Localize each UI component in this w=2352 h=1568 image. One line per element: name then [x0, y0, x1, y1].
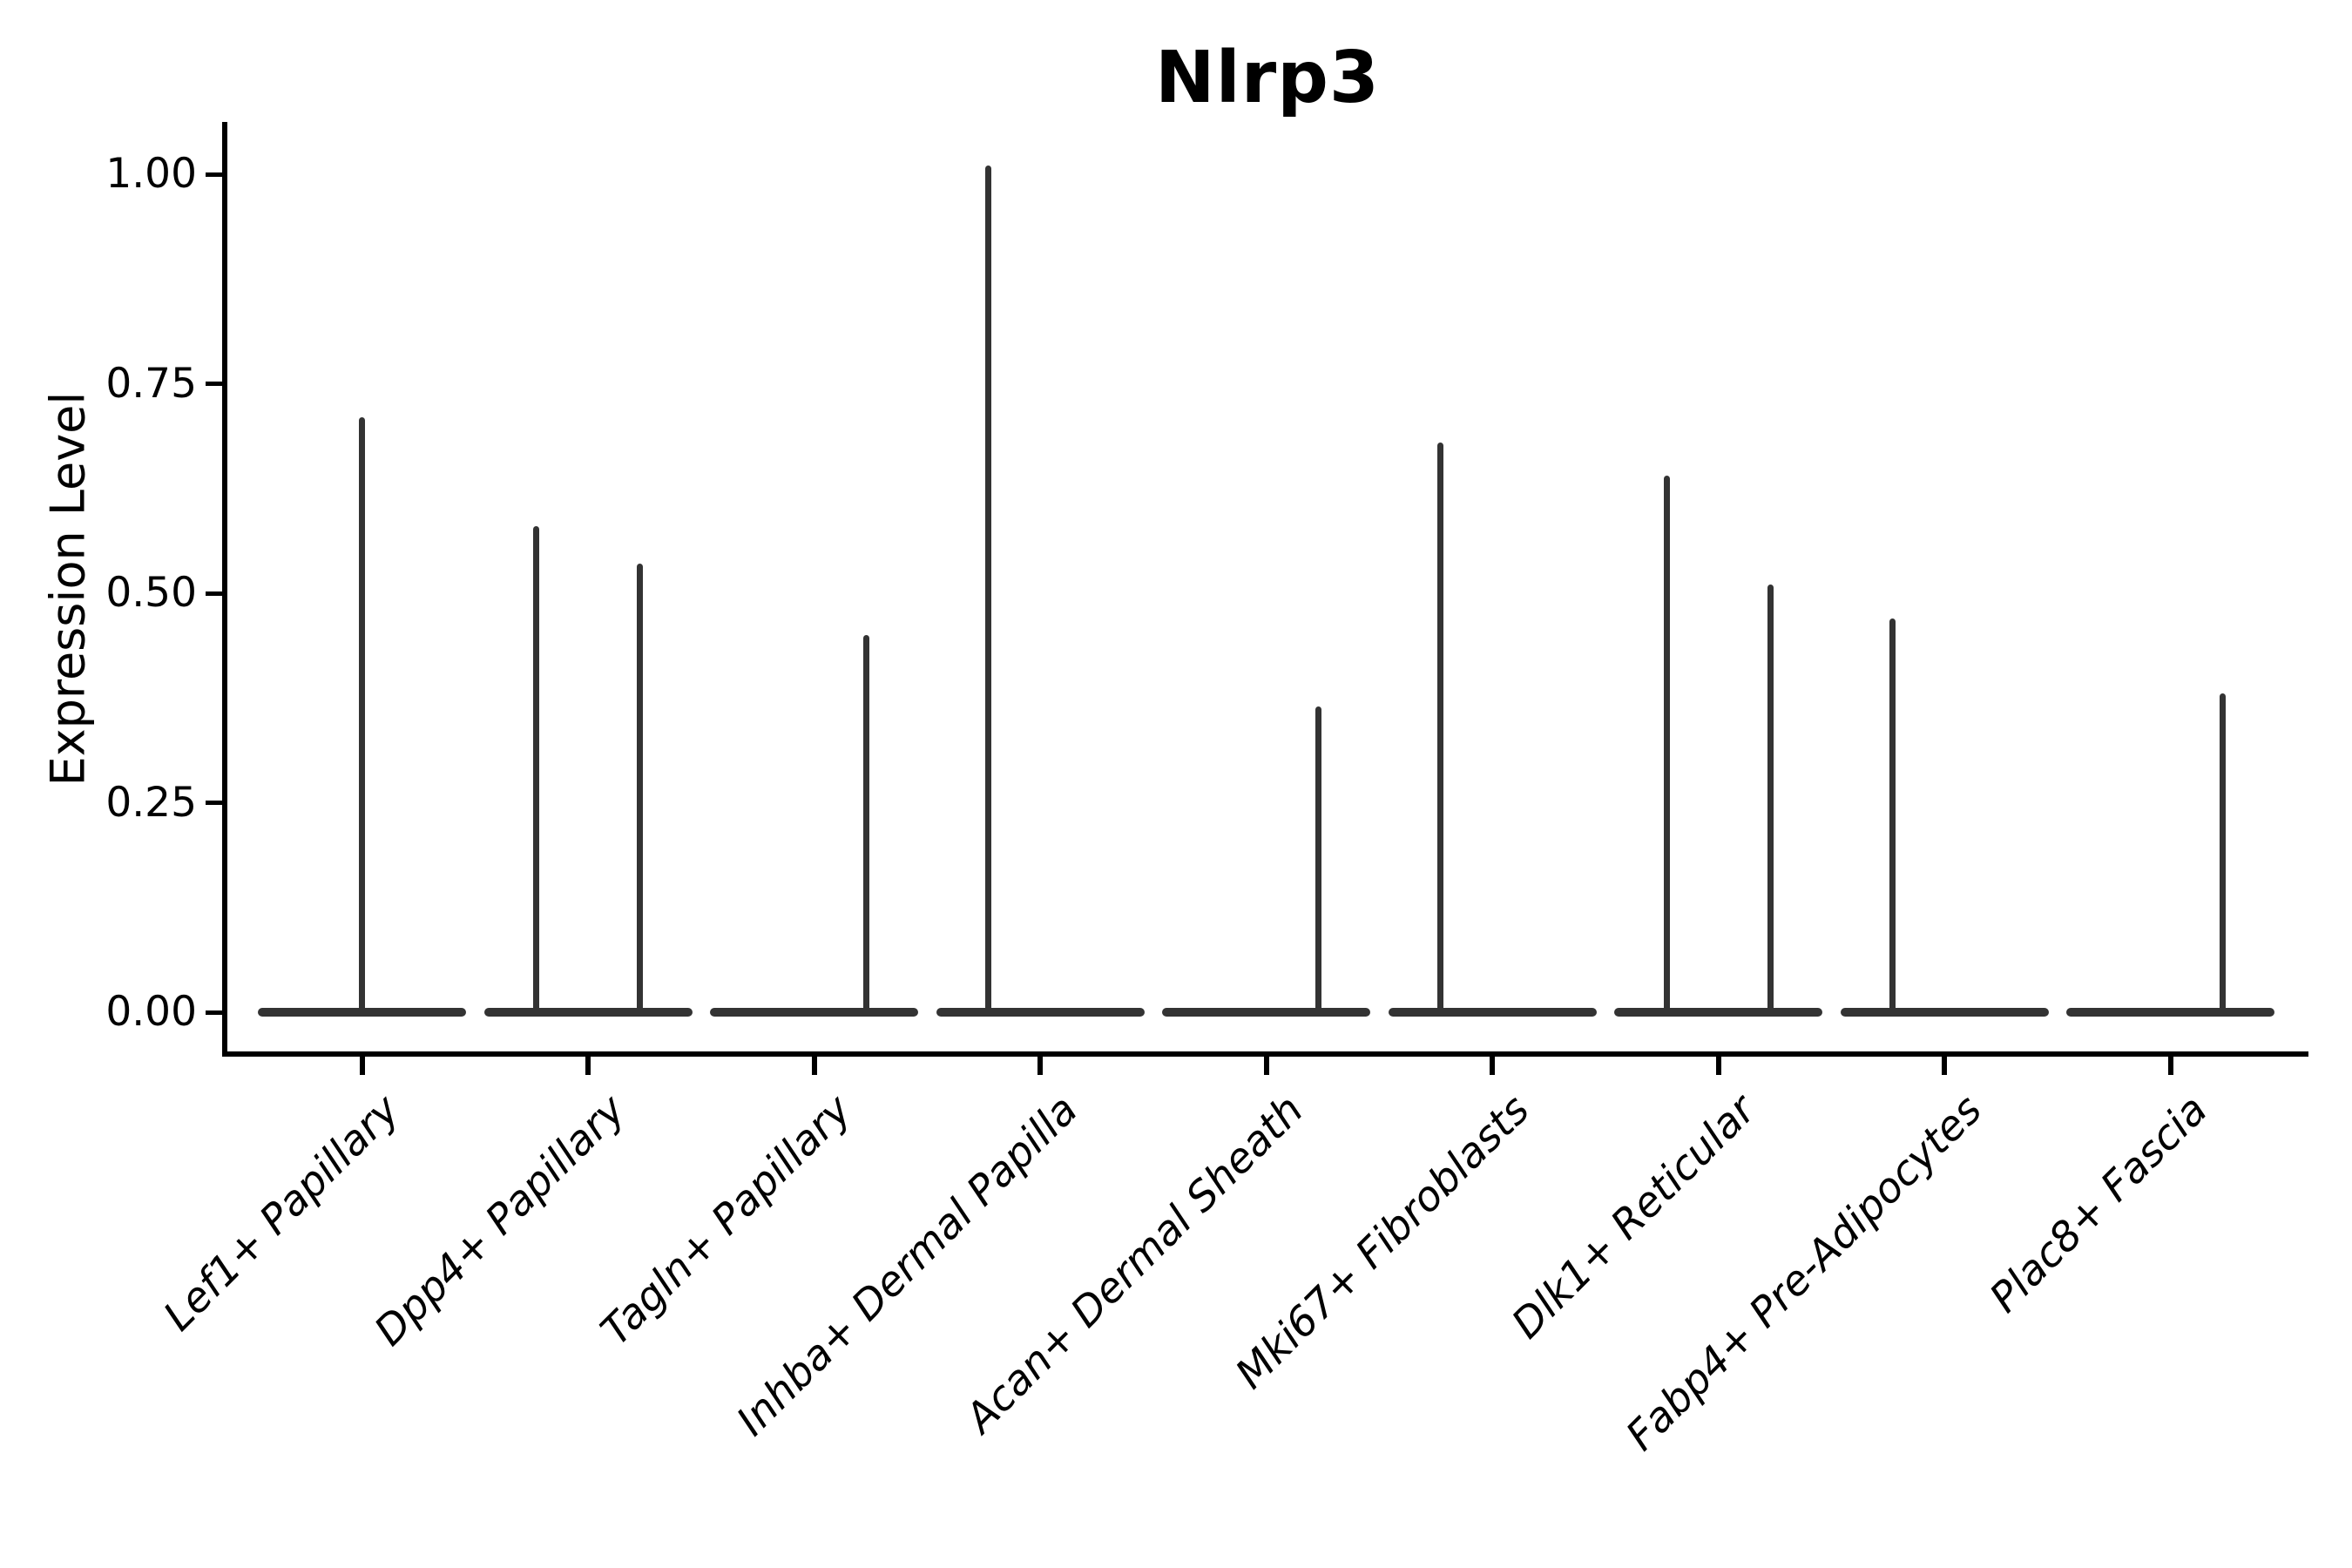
y-tick-mark [206, 591, 225, 596]
violin-baseline [2066, 1008, 2274, 1017]
x-tick-label-3: Tagln+ Papillary [591, 1085, 861, 1355]
violin-spike [862, 635, 869, 1017]
x-tick-mark [2167, 1054, 2173, 1075]
violin-spike [2219, 693, 2226, 1017]
violin-baseline [1840, 1008, 2049, 1017]
x-tick-mark [1715, 1054, 1721, 1075]
x-tick-label-2: Dpp4+ Papillary [365, 1085, 635, 1355]
violin-baseline [710, 1008, 918, 1017]
x-tick-label-9: Plac8+ Fascia [1980, 1085, 2217, 1322]
x-tick-mark [1037, 1054, 1043, 1075]
x-tick-mark [585, 1054, 591, 1075]
violin-spike [1889, 618, 1896, 1017]
y-tick-mark [206, 172, 225, 177]
violin-spike [359, 416, 365, 1017]
y-tick-mark [206, 382, 225, 386]
chart-title: Nlrp3 [1155, 37, 1380, 119]
violin-spike [1663, 476, 1670, 1017]
violin-spike [637, 564, 643, 1017]
violin-baseline [483, 1008, 693, 1017]
x-tick-mark [359, 1054, 365, 1075]
y-tick-label: 0.75 [105, 359, 197, 408]
x-tick-mark [1263, 1054, 1269, 1075]
x-tick-label-1: Lef1+ Papillary [153, 1085, 409, 1341]
violin-spike [1315, 706, 1321, 1017]
y-tick-label: 0.50 [105, 569, 197, 617]
violin-baseline [936, 1008, 1145, 1017]
y-tick-mark [206, 1010, 225, 1015]
x-tick-mark [1490, 1054, 1495, 1075]
y-tick-label: 0.25 [105, 778, 197, 827]
y-tick-mark [206, 801, 225, 805]
violin-baseline [1388, 1008, 1597, 1017]
x-tick-label-7: Dlk1+ Reticular [1503, 1085, 1765, 1348]
x-tick-mark [811, 1054, 817, 1075]
violin-baseline [1614, 1008, 1822, 1017]
violin-spike [533, 526, 539, 1017]
x-tick-mark [1942, 1054, 1947, 1075]
y-axis-spine [222, 122, 227, 1057]
y-tick-label: 1.00 [105, 150, 197, 198]
y-tick-label: 0.00 [105, 988, 197, 1036]
violin-spike [1767, 585, 1774, 1017]
violin-spike [985, 166, 991, 1017]
violin-spike [1437, 442, 1443, 1017]
violin-baseline [1162, 1008, 1370, 1017]
